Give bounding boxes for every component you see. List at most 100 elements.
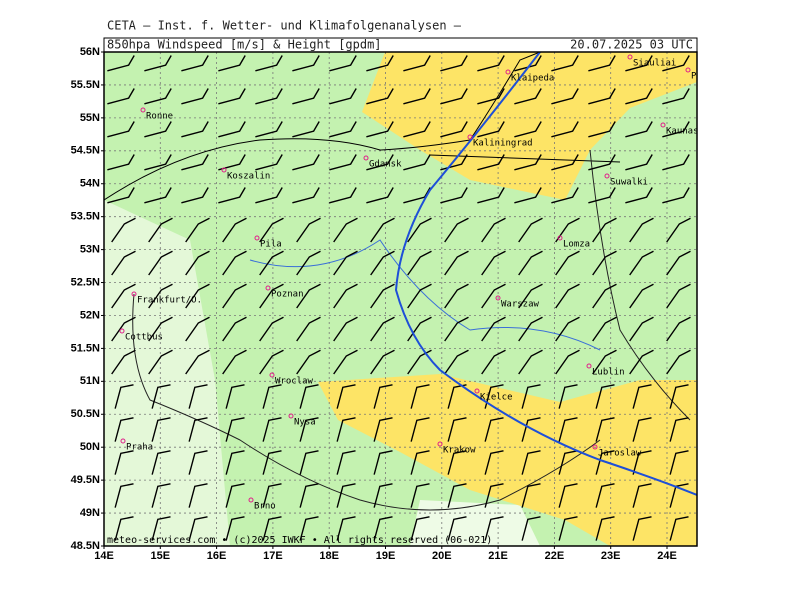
wind-barb [558, 450, 578, 475]
wind-barb [299, 384, 319, 409]
wind-barb [370, 283, 395, 309]
wind-barb [296, 316, 321, 342]
wind-barb [440, 55, 468, 72]
wind-barb [181, 121, 209, 138]
wind-barb [662, 55, 690, 72]
wind-barb [444, 250, 469, 276]
wind-barb [632, 417, 652, 442]
wind-barb [629, 349, 654, 375]
wind-barb [296, 349, 321, 375]
city-label: Kaunas [666, 127, 699, 137]
wind-barb [558, 417, 578, 442]
wind-barb [595, 516, 615, 541]
lat-label: 56N [80, 46, 100, 58]
lat-label: 49.5N [71, 474, 100, 486]
wind-barb [370, 316, 395, 342]
wind-barb [259, 217, 284, 243]
strong-wind-zone [318, 374, 697, 546]
wind-barb [107, 55, 135, 72]
city-marker [660, 122, 666, 128]
city-label: Wroclaw [275, 377, 314, 387]
wind-barb [255, 121, 283, 138]
wind-barb [514, 154, 542, 171]
lon-label: 23E [601, 550, 621, 562]
wind-barb [366, 121, 394, 138]
wind-barb [185, 316, 210, 342]
wind-barb [477, 55, 505, 72]
wind-barb [514, 121, 542, 138]
lon-label: 14E [94, 550, 114, 562]
wind-barb [181, 187, 209, 204]
lat-label: 48.5N [71, 540, 100, 552]
wind-barb [148, 217, 173, 243]
wind-barb [299, 450, 319, 475]
wind-barb [484, 483, 504, 508]
jet-axis [394, 52, 697, 496]
city-label: Gdansk [369, 160, 402, 170]
wind-barb [107, 187, 135, 204]
wind-barb [481, 349, 506, 375]
wind-barb [444, 217, 469, 243]
wind-barb [144, 154, 172, 171]
wind-barb [592, 316, 617, 342]
wind-barb [329, 121, 357, 138]
wind-barb [370, 349, 395, 375]
city-marker [437, 441, 443, 447]
city-marker [592, 444, 598, 450]
wind-barb [181, 154, 209, 171]
lat-label: 52.5N [71, 276, 100, 288]
wind-barb [218, 55, 246, 72]
wind-barb [148, 283, 173, 309]
wind-barb [151, 417, 171, 442]
wind-barb [477, 88, 505, 105]
lon-label: 16E [207, 550, 227, 562]
city-marker [221, 167, 227, 173]
city-label: Lublin [592, 368, 625, 378]
wind-barb [373, 516, 393, 541]
city-label: Nysa [294, 418, 316, 428]
wind-barb [514, 88, 542, 105]
wind-barb [477, 187, 505, 204]
wind-barb [188, 483, 208, 508]
wind-barb [366, 55, 394, 72]
wind-barb [336, 483, 356, 508]
wind-barb [296, 250, 321, 276]
wind-barb [558, 384, 578, 409]
city-label: Jaroslaw [598, 449, 642, 459]
wind-barb [625, 55, 653, 72]
wind-barb [292, 88, 320, 105]
city-label: Poznan [271, 290, 304, 300]
lat-label: 53.5N [71, 211, 100, 223]
city-marker [627, 54, 633, 60]
wind-barb [625, 121, 653, 138]
wind-barb [185, 217, 210, 243]
wind-barb [558, 483, 578, 508]
wind-barb [666, 217, 691, 243]
wind-barb [296, 283, 321, 309]
wind-barb [225, 384, 245, 409]
wind-barb [518, 316, 543, 342]
wind-barb [225, 450, 245, 475]
wind-barb [259, 349, 284, 375]
wind-barb [151, 384, 171, 409]
wind-barb [514, 187, 542, 204]
city-label: Praha [126, 443, 153, 453]
wind-barb [111, 250, 136, 276]
wind-barb [484, 450, 504, 475]
footer: meteo-services.com • (c)2025 IWKF • All … [107, 535, 492, 546]
city-label: Kaliningrad [473, 139, 533, 149]
border [132, 293, 601, 511]
wind-barb [481, 250, 506, 276]
wind-barb [222, 349, 247, 375]
wind-barb [296, 217, 321, 243]
wind-barb [551, 121, 579, 138]
city-marker [120, 438, 126, 444]
wind-barb [188, 384, 208, 409]
wind-barb [225, 516, 245, 541]
wind-barb [373, 483, 393, 508]
wind-barb [333, 283, 358, 309]
wind-barb [662, 154, 690, 171]
wind-barb [151, 516, 171, 541]
wind-barb [225, 417, 245, 442]
wind-barb [403, 121, 431, 138]
